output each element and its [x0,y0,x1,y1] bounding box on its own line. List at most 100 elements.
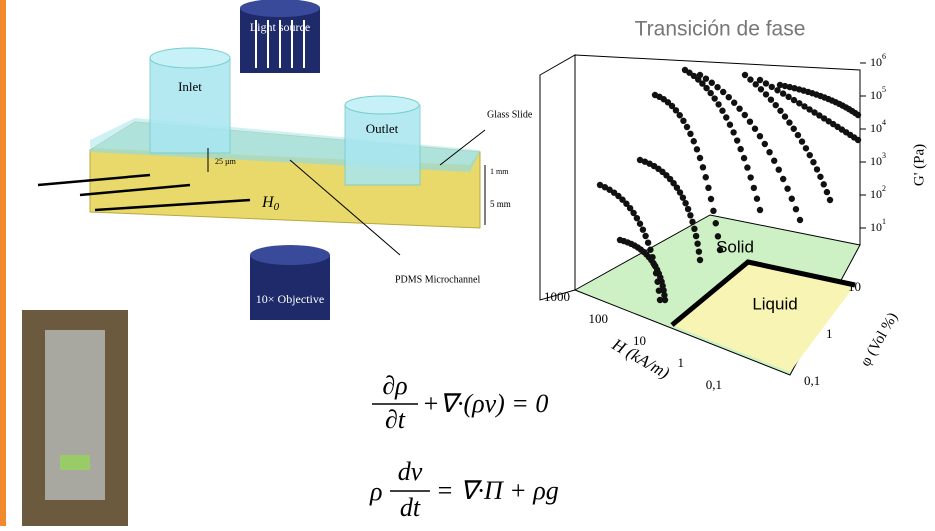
dot [758,86,764,92]
dot [697,72,703,78]
dot [662,297,668,303]
dot [824,189,830,195]
dot [771,158,777,164]
dot [694,146,700,152]
phi-axis-label: φ (Vol %) [858,310,901,369]
z-tick-label: 105 [870,85,886,102]
z-tick-base: 10 [870,154,882,168]
rheometer-display [60,455,90,470]
dot [780,176,786,182]
z-tick-exp: 5 [882,85,886,94]
dot [645,239,651,245]
dot [744,164,750,170]
dot [817,174,823,180]
dot [742,112,748,118]
dot [741,155,747,161]
dot [736,105,742,111]
dot [711,95,717,101]
z-tick-exp: 4 [882,118,886,127]
outlet-cylinder [345,105,420,185]
dot [780,90,786,96]
dot [680,194,686,200]
liquid-label: Liquid [752,294,797,313]
dot [754,196,760,202]
slide-title: Transición de fase [635,18,806,41]
accent-bar [0,0,6,526]
outlet-top [345,96,419,114]
h-tick-label: 100 [589,311,609,326]
dot [766,149,772,155]
z-tick-exp: 1 [882,217,886,226]
plot-side-wall [540,55,575,300]
dot [768,96,774,102]
dot [737,146,743,152]
z-tick-base: 10 [870,121,882,135]
phi-tick-label: 1 [826,326,833,341]
dot [642,233,648,239]
slide-canvas: Light source Inlet Outlet Glass Slide 25… [0,0,935,526]
glass-slide-label: Glass Slide [487,109,533,120]
dot [720,89,726,95]
dot [707,90,713,96]
dot [757,133,763,139]
dot [689,219,695,225]
inlet-label: Inlet [178,79,202,94]
dot [789,196,795,202]
block-thickness: 5 mm [490,199,511,209]
slide: Light source Inlet Outlet Glass Slide 25… [0,0,935,526]
eq1-num: ∂ρ [382,371,407,400]
z-tick-base: 10 [870,55,882,69]
phi-tick-label: 10 [848,279,861,294]
light-source-label: Light source [250,20,310,34]
dot [762,141,768,147]
dot [734,137,740,143]
dot [703,75,709,81]
objective-top [250,245,330,265]
dot [634,215,640,221]
channel-width: 25 µm [215,157,237,166]
dot [763,91,769,97]
eq2-lead: ρ [369,477,382,506]
solid-label: Solid [716,237,754,256]
dot [694,241,700,247]
z-tick-label: 103 [870,151,886,168]
h-tick-label: 0,1 [706,377,722,392]
dot [730,129,736,135]
dot [637,221,643,227]
dot [709,80,715,86]
slide-thickness: 1 mm [490,167,509,176]
dot [803,145,809,151]
outlet-label: Outlet [366,121,399,136]
dot [727,122,733,128]
z-axis-label: G' (Pa) [911,144,927,186]
dot [797,217,803,223]
dot [782,113,788,119]
z-tick-label: 102 [870,184,886,201]
z-tick-base: 10 [870,187,882,201]
dot [799,138,805,144]
microchannel-label: PDMS Microchannel [395,274,480,285]
dot [784,185,790,191]
dot [714,84,720,90]
z-tick-exp: 2 [882,184,886,193]
inlet-cylinder [150,58,230,153]
dot [691,138,697,144]
dot [747,76,753,82]
dot [769,84,775,90]
dot [715,101,721,107]
dot [697,257,703,263]
dot [742,72,748,78]
dot [708,196,714,202]
dot [791,126,797,132]
inlet-top [150,48,230,68]
dot [785,94,791,100]
dot [696,248,702,254]
eq2-den: dt [400,493,421,522]
dot [751,185,757,191]
eq2-rest: = ∇·Π + ρg [436,476,559,505]
dot [684,124,690,130]
h-tick-label: 1000 [544,289,570,304]
dot [710,208,716,214]
dot [827,197,833,203]
dot [747,174,753,180]
